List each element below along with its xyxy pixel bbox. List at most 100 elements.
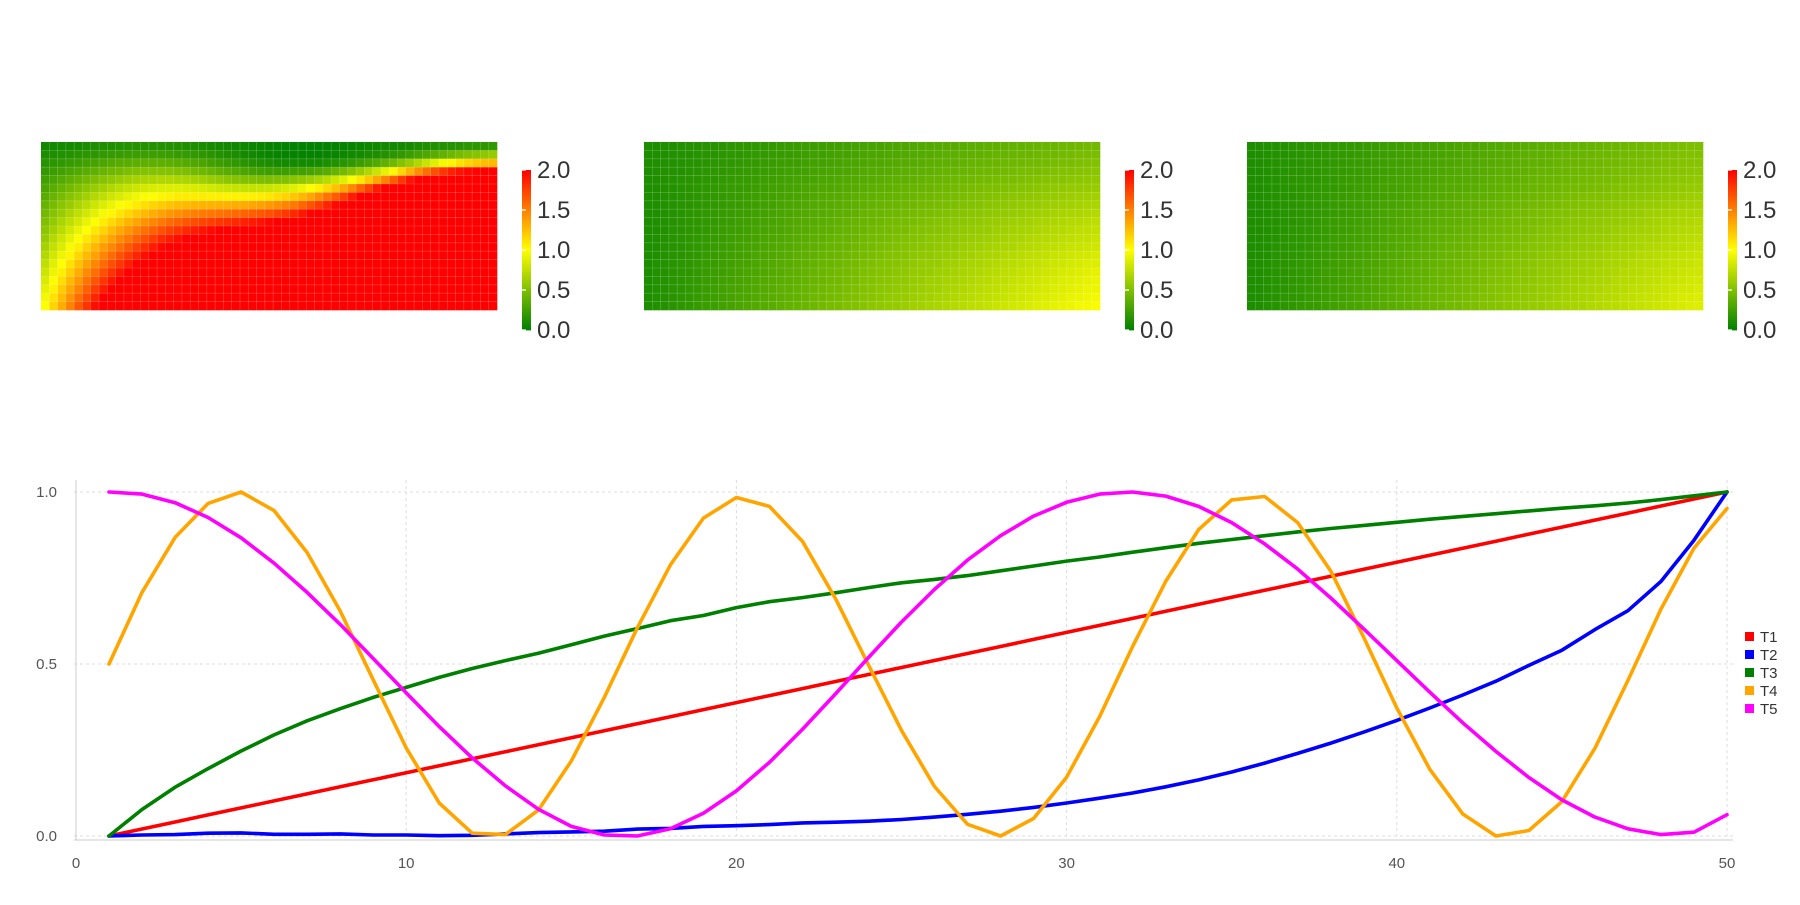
heatmap-cell [422, 175, 431, 185]
heatmap-cell [1603, 276, 1613, 286]
heatmap-cell [1678, 209, 1687, 218]
heatmap-cell [372, 268, 382, 277]
heatmap-cell [1669, 293, 1679, 302]
heatmap-cell [685, 251, 695, 260]
heatmap-cell [1620, 301, 1629, 311]
heatmap-cell [859, 284, 869, 294]
heatmap-cell [743, 209, 753, 218]
heatmap-cell [1263, 209, 1273, 218]
heatmap-cell [1495, 301, 1505, 311]
heatmap-cell [652, 284, 661, 294]
heatmap-cell [1288, 301, 1298, 311]
heatmap-cell [1454, 192, 1463, 202]
heatmap-cell [959, 167, 968, 176]
heatmap-cell [1387, 209, 1397, 218]
heatmap-cell [818, 242, 827, 252]
heatmap-cell [123, 251, 133, 260]
heatmap-cell [1387, 192, 1397, 202]
heatmap-cell [1271, 234, 1281, 244]
heatmap-cell [198, 301, 208, 311]
heatmap-cell [760, 301, 769, 311]
heatmap-cell [463, 259, 473, 269]
heatmap-cell [702, 175, 711, 185]
heatmap-cell [356, 242, 365, 252]
heatmap-cell [793, 192, 802, 202]
series-line-t4 [107, 490, 1729, 838]
heatmap-cell [1354, 276, 1364, 286]
heatmap-cell [909, 158, 918, 168]
heatmap-cell [405, 200, 415, 210]
heatmap-cell [181, 184, 191, 193]
heatmap-cell [74, 150, 83, 160]
heatmap-cell [851, 184, 860, 193]
heatmap-cell [306, 259, 315, 269]
heatmap-cell [760, 209, 769, 218]
heatmap-cell [967, 192, 976, 202]
heatmap-cell [851, 259, 860, 269]
heatmap-cell [380, 284, 390, 294]
heatmap-cell [447, 293, 456, 302]
heatmap-cell [1247, 226, 1256, 235]
heatmap-cell [339, 192, 349, 202]
heatmap-cell [1091, 242, 1101, 252]
heatmap-cell [1000, 200, 1010, 210]
heatmap-cell [1694, 268, 1704, 277]
heatmap-cell [1479, 150, 1488, 160]
heatmap-cell [438, 150, 448, 160]
heatmap-cell [652, 234, 661, 244]
heatmap-cell [1669, 217, 1679, 227]
heatmap-cell [685, 234, 695, 244]
heatmap-cell [1620, 251, 1629, 260]
heatmap-cell [1595, 142, 1604, 151]
heatmap-cell [198, 242, 208, 252]
heatmap-cell [1050, 209, 1059, 218]
heatmap-cell-grid [644, 142, 1100, 310]
heatmap-cell [281, 276, 291, 286]
heatmap-cell [372, 226, 382, 235]
heatmap-cell [198, 259, 208, 269]
heatmap-cell [57, 293, 67, 302]
heatmap-cell [917, 167, 927, 176]
heatmap-cell [909, 150, 918, 160]
heatmap-cell [1017, 217, 1026, 227]
heatmap-cell [1412, 175, 1422, 185]
heatmap-cell [834, 209, 844, 218]
heatmap-cell [1694, 234, 1704, 244]
heatmap-cell [181, 284, 191, 294]
heatmap-cell [1329, 276, 1339, 286]
heatmap-cell [165, 284, 174, 294]
heatmap-cell [1329, 158, 1339, 168]
heatmap-cell [859, 259, 869, 269]
heatmap-cell [1636, 150, 1646, 160]
heatmap-cell [430, 301, 440, 311]
heatmap-cell [397, 226, 407, 235]
heatmap-cell [892, 226, 902, 235]
colorbar: 0.00.51.01.52.0 [522, 157, 570, 344]
heatmap-cell [743, 192, 753, 202]
heatmap-cell [107, 217, 116, 227]
heatmap-cell [975, 192, 985, 202]
heatmap-cell [356, 209, 365, 218]
heatmap-cell [123, 192, 133, 202]
heatmap-cell [339, 234, 349, 244]
heatmap-cell [760, 251, 769, 260]
heatmap-cell [430, 284, 440, 294]
heatmap-cell [867, 234, 877, 244]
heatmap-cell [992, 276, 1001, 286]
heatmap-cell [231, 150, 241, 160]
heatmap-cell [430, 226, 440, 235]
heatmap-cell [1091, 251, 1101, 260]
heatmap-cell [1363, 284, 1372, 294]
heatmap-cell [992, 226, 1001, 235]
heatmap-cell [397, 142, 407, 151]
heatmap-cell [1305, 184, 1314, 193]
heatmap-cell [1313, 142, 1322, 151]
heatmap-cell [148, 184, 158, 193]
heatmap-cell [826, 259, 835, 269]
heatmap-cell [1041, 142, 1051, 151]
heatmap-cell [1008, 268, 1018, 277]
heatmap-cell [364, 276, 373, 286]
heatmap-cell [1379, 200, 1389, 210]
heatmap-cell [1083, 268, 1093, 277]
heatmap-cell [768, 284, 777, 294]
